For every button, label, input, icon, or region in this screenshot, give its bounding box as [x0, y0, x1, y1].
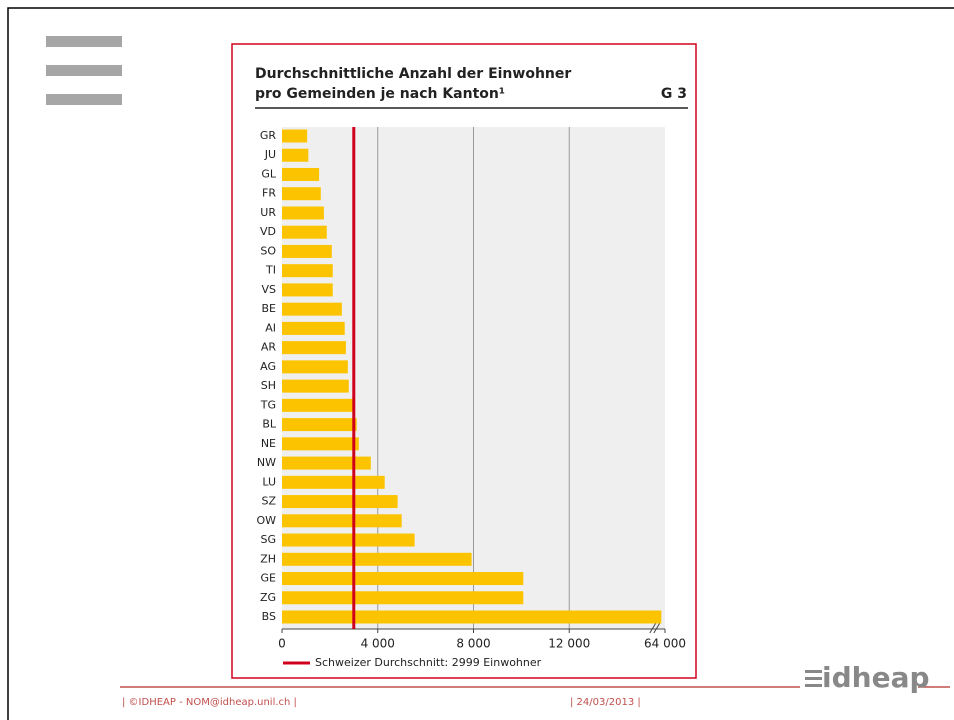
axis-break — [653, 622, 661, 634]
bar — [282, 610, 662, 624]
y-tick-label: VS — [261, 283, 276, 296]
menu-bar — [46, 36, 122, 47]
bar — [282, 187, 321, 201]
bar — [282, 437, 359, 451]
x-tick-label: 8 000 — [456, 637, 490, 651]
y-tick-label: SH — [261, 379, 276, 392]
bar — [282, 225, 327, 239]
footer-text: | ©IDHEAP - NOM@idheap.unil.ch | — [122, 697, 297, 708]
bar — [282, 418, 357, 432]
bar — [282, 533, 415, 547]
bar — [282, 302, 342, 316]
y-tick-label: BS — [262, 610, 276, 623]
chart-title: pro Gemeinden je nach Kanton¹ — [255, 86, 505, 102]
menu-bar — [46, 65, 122, 76]
bar — [282, 148, 309, 162]
bar — [282, 283, 333, 297]
y-tick-label: OW — [256, 514, 276, 527]
chart-title: Durchschnittliche Anzahl der Einwohner — [255, 66, 571, 82]
y-tick-label: SZ — [261, 495, 276, 508]
y-tick-label: VD — [260, 225, 276, 238]
bar — [282, 167, 320, 181]
bar — [282, 264, 333, 278]
slide-frame — [7, 7, 954, 720]
y-tick-label: UR — [260, 206, 276, 219]
y-tick-label: JU — [264, 148, 276, 161]
bar — [282, 129, 308, 143]
bar — [282, 244, 332, 258]
x-tick-label: 0 — [278, 637, 286, 651]
bar — [282, 321, 345, 335]
x-tick-label: 4 000 — [361, 637, 395, 651]
y-tick-label: TG — [260, 398, 276, 411]
bar — [282, 206, 324, 220]
bar — [282, 360, 348, 374]
bar — [282, 398, 355, 412]
logo: idheap — [805, 661, 930, 694]
bar — [282, 475, 385, 489]
y-tick-label: TI — [265, 264, 276, 277]
y-tick-label: FR — [262, 187, 276, 200]
bar — [282, 572, 524, 586]
bar — [282, 495, 398, 509]
y-tick-label: BL — [262, 418, 277, 431]
bar — [282, 379, 349, 393]
y-tick-label: ZG — [260, 591, 276, 604]
y-tick-label: GL — [261, 167, 277, 180]
axis-break — [649, 622, 657, 634]
y-tick-label: LU — [262, 475, 276, 488]
logo-text: idheap — [822, 661, 930, 694]
y-tick-label: BE — [262, 302, 277, 315]
figure-label: G 3 — [661, 86, 687, 102]
y-tick-label: SO — [260, 244, 276, 257]
footer-date: | 24/03/2013 | — [570, 697, 641, 708]
bar — [282, 514, 402, 528]
menu-bar — [46, 94, 122, 105]
x-tick-label: 64 000 — [644, 637, 686, 651]
y-tick-label: NE — [261, 437, 276, 450]
y-tick-label: GR — [260, 129, 277, 142]
y-tick-label: SG — [260, 533, 276, 546]
y-tick-label: AG — [260, 360, 276, 373]
y-tick-label: NW — [257, 456, 276, 469]
bar — [282, 591, 524, 605]
bar — [282, 456, 371, 470]
bar — [282, 552, 472, 566]
x-tick-label: 12 000 — [548, 637, 590, 651]
bar — [282, 341, 346, 355]
y-tick-label: AI — [265, 321, 276, 334]
legend-label: Schweizer Durchschnitt: 2999 Einwohner — [315, 656, 542, 669]
y-tick-label: ZH — [260, 552, 276, 565]
y-tick-label: GE — [261, 572, 277, 585]
y-tick-label: AR — [261, 341, 277, 354]
